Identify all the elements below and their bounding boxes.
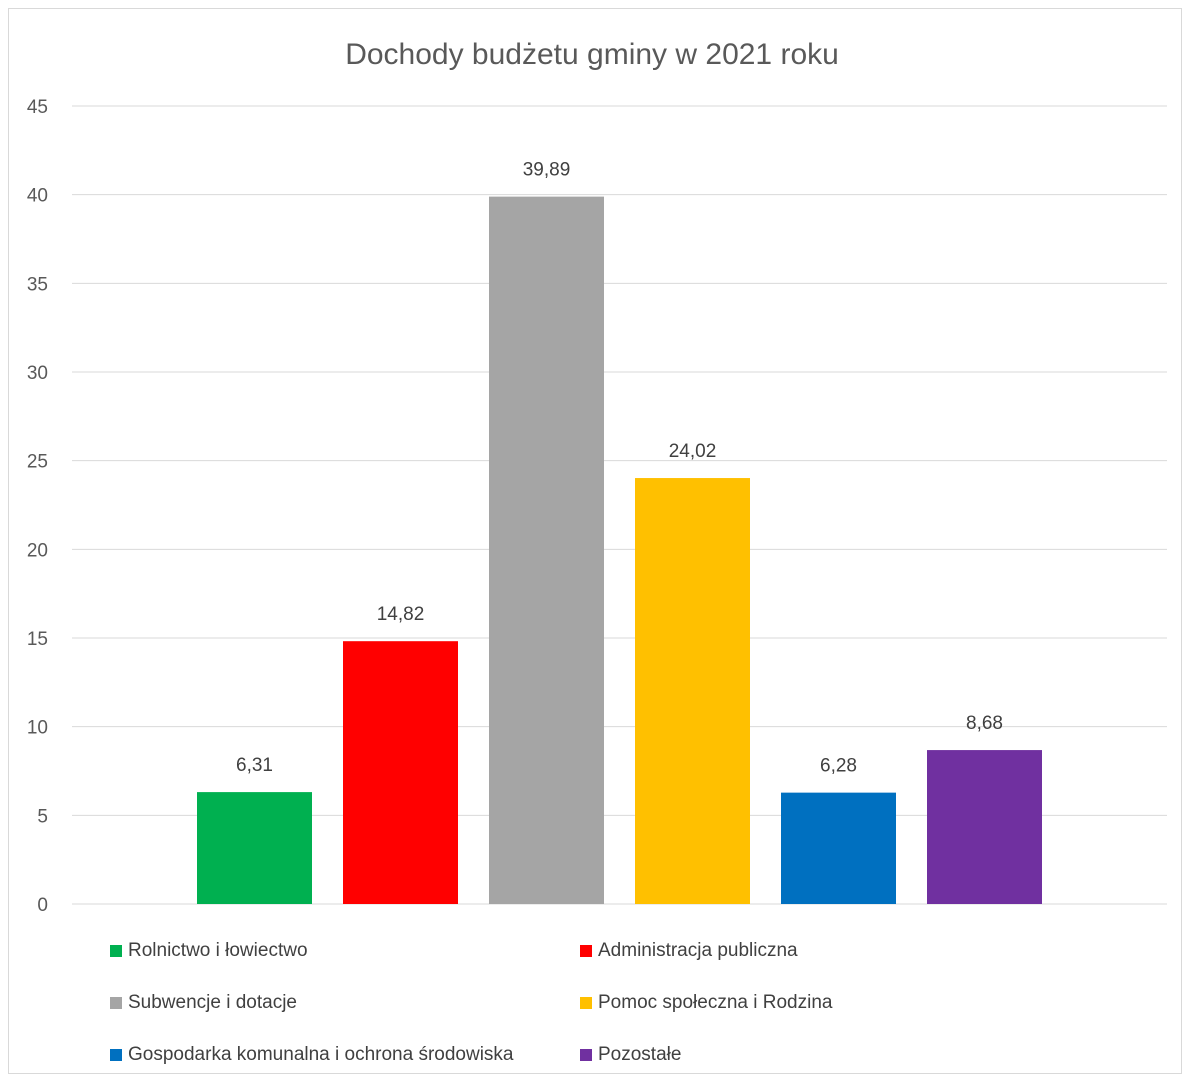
legend-swatch <box>580 945 592 957</box>
legend-item: Pomoc społeczna i Rodzina <box>580 992 832 1014</box>
bar <box>781 792 896 904</box>
legend-item: Subwencje i dotacje <box>110 992 297 1014</box>
y-tick-label: 10 <box>27 718 48 739</box>
bar <box>197 792 312 904</box>
chart-title: Dochody budżetu gminy w 2021 roku <box>345 38 839 71</box>
legend-label: Subwencje i dotacje <box>128 992 297 1013</box>
y-tick-label: 35 <box>27 274 48 295</box>
legend-label: Administracja publiczna <box>598 940 798 961</box>
legend-swatch <box>580 1049 592 1061</box>
bar <box>635 478 750 904</box>
legend-item: Rolnictwo i łowiectwo <box>110 940 308 962</box>
bar <box>343 641 458 904</box>
legend-swatch <box>110 1049 122 1061</box>
legend-swatch <box>580 997 592 1009</box>
legend-label: Gospodarka komunalna i ochrona środowisk… <box>128 1044 514 1065</box>
data-label: 6,28 <box>820 756 857 777</box>
y-tick-label: 45 <box>27 97 48 118</box>
legend-label: Rolnictwo i łowiectwo <box>128 940 308 961</box>
legend-label: Pomoc społeczna i Rodzina <box>598 992 833 1013</box>
legend-item: Administracja publiczna <box>580 940 798 962</box>
y-tick-label: 25 <box>27 452 48 473</box>
data-label: 14,82 <box>377 604 425 625</box>
y-tick-label: 15 <box>27 629 48 650</box>
legend-item: Pozostałe <box>580 1044 681 1066</box>
data-label: 39,89 <box>523 160 571 181</box>
legend-label: Pozostałe <box>598 1044 682 1065</box>
bar <box>489 196 604 905</box>
legend-swatch <box>110 945 122 957</box>
y-tick-label: 20 <box>27 540 48 561</box>
data-label: 6,31 <box>236 755 273 776</box>
legend-item: Gospodarka komunalna i ochrona środowisk… <box>110 1044 514 1066</box>
y-tick-label: 40 <box>27 186 48 207</box>
y-tick-label: 5 <box>37 806 48 827</box>
data-label: 8,68 <box>966 713 1003 734</box>
y-tick-label: 30 <box>27 363 48 384</box>
bar <box>927 750 1042 904</box>
data-label: 24,02 <box>669 441 717 462</box>
y-tick-label: 0 <box>37 895 48 916</box>
legend-swatch <box>110 997 122 1009</box>
